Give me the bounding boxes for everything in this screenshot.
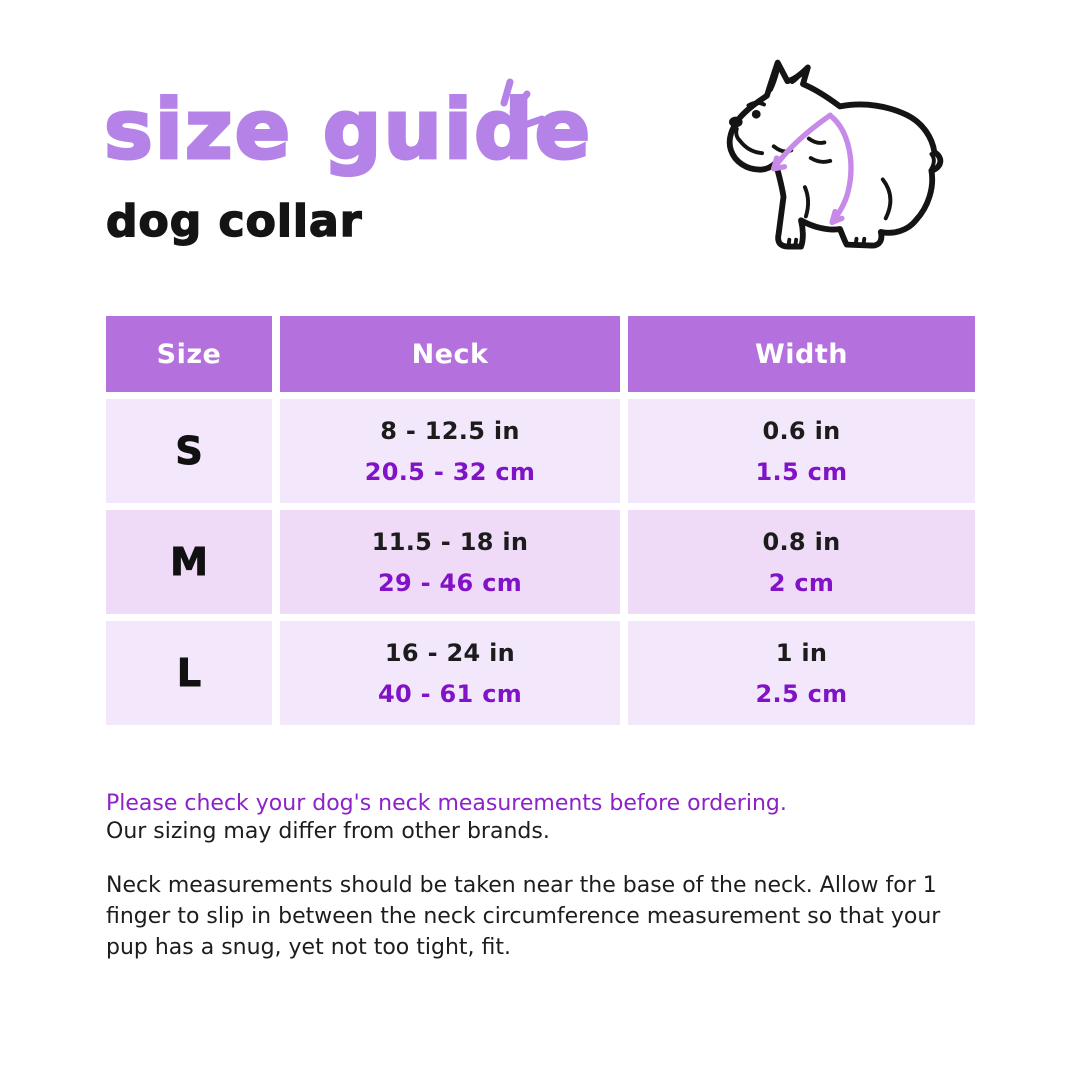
column-header-size: Size — [106, 316, 272, 392]
column-header-neck: Neck — [280, 316, 620, 392]
size-cell-l: L — [106, 621, 272, 725]
width-cell-s: 0.6 in 1.5 cm — [628, 399, 975, 503]
neck-inches: 11.5 - 18 in — [371, 527, 529, 556]
neck-cm: 29 - 46 cm — [377, 568, 523, 597]
size-table: Size Neck Width S 8 - 12.5 in 20.5 - 32 … — [106, 316, 975, 725]
page-title: size guide — [102, 83, 593, 178]
width-cm: 2 cm — [768, 568, 835, 597]
column-header-width: Width — [628, 316, 975, 392]
note-brands: Our sizing may differ from other brands. — [106, 819, 550, 844]
width-inches: 1 in — [775, 638, 828, 667]
size-cell-s: S — [106, 399, 272, 503]
neck-cell-s: 8 - 12.5 in 20.5 - 32 cm — [280, 399, 620, 503]
size-cell-m: M — [106, 510, 272, 614]
size-label: L — [176, 651, 202, 696]
neck-cm: 20.5 - 32 cm — [364, 457, 536, 486]
width-cm: 1.5 cm — [755, 457, 848, 486]
page-subtitle: dog collar — [105, 196, 363, 247]
size-label: M — [170, 540, 209, 585]
width-inches: 0.8 in — [762, 527, 841, 556]
neck-measure-loop — [771, 112, 854, 225]
width-cell-l: 1 in 2.5 cm — [628, 621, 975, 725]
sizing-notes: Please check your dog's neck measurement… — [106, 790, 978, 963]
note-highlight: Please check your dog's neck measurement… — [106, 791, 787, 816]
neck-cm: 40 - 61 cm — [377, 679, 523, 708]
sparkle-icon — [500, 78, 546, 132]
size-label: S — [175, 429, 203, 474]
bulldog-nose — [728, 116, 743, 128]
neck-inches: 8 - 12.5 in — [380, 416, 520, 445]
width-cell-m: 0.8 in 2 cm — [628, 510, 975, 614]
bulldog-body-outline — [726, 59, 944, 250]
neck-inches: 16 - 24 in — [384, 638, 516, 667]
note-instructions: Neck measurements should be taken near t… — [106, 873, 941, 960]
bulldog-eye — [751, 109, 761, 119]
neck-cell-l: 16 - 24 in 40 - 61 cm — [280, 621, 620, 725]
bulldog-illustration — [726, 59, 944, 250]
neck-cell-m: 11.5 - 18 in 29 - 46 cm — [280, 510, 620, 614]
width-inches: 0.6 in — [762, 416, 841, 445]
width-cm: 2.5 cm — [755, 679, 848, 708]
